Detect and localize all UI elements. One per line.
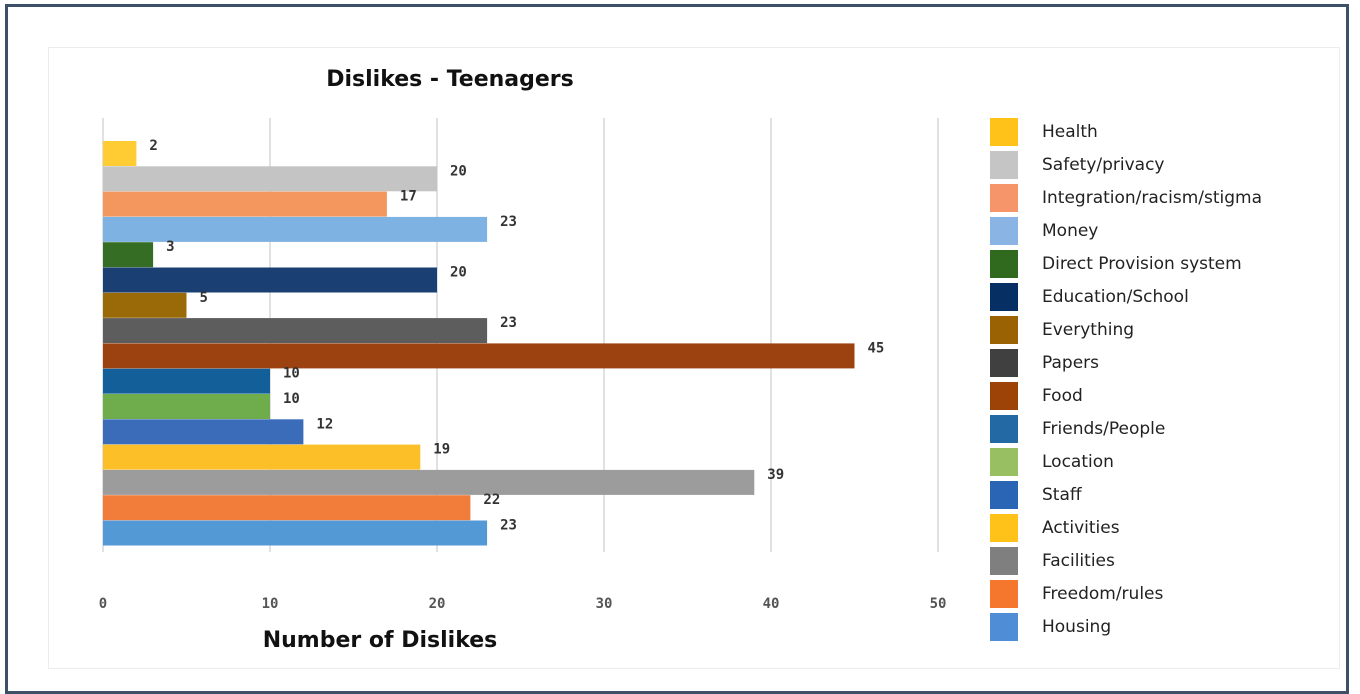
legend-item: Facilities xyxy=(990,544,1262,577)
data-label: 10 xyxy=(283,391,300,407)
legend-label: Everything xyxy=(1042,319,1135,340)
legend-item: Education/School xyxy=(990,280,1262,313)
legend-label: Activities xyxy=(1042,517,1120,538)
x-tick-label: 40 xyxy=(763,596,780,612)
legend-item: Freedom/rules xyxy=(990,577,1262,610)
legend-item: Health xyxy=(990,115,1262,148)
legend-item: Integration/racism/stigma xyxy=(990,181,1262,214)
bar-money xyxy=(103,216,488,242)
data-label: 17 xyxy=(400,189,417,205)
bar-direct-provision-system xyxy=(103,242,154,268)
data-label: 45 xyxy=(868,340,885,356)
legend-swatch xyxy=(990,249,1018,278)
data-label: 23 xyxy=(500,214,517,230)
data-label: 22 xyxy=(483,492,500,508)
legend-item: Food xyxy=(990,379,1262,412)
legend-label: Freedom/rules xyxy=(1042,583,1164,604)
legend-item: Direct Provision system xyxy=(990,247,1262,280)
x-tick-label: 10 xyxy=(262,596,279,612)
legend-swatch xyxy=(990,447,1018,476)
bar-health xyxy=(103,141,137,166)
bar-safety-privacy xyxy=(103,166,437,192)
data-label: 12 xyxy=(316,416,333,432)
x-tick-label: 30 xyxy=(596,596,613,612)
legend-swatch xyxy=(990,480,1018,509)
legend-label: Education/School xyxy=(1042,286,1189,307)
data-label: 2 xyxy=(149,138,157,154)
legend-swatch xyxy=(990,183,1018,212)
bar-staff xyxy=(103,419,304,445)
legend-swatch xyxy=(990,117,1018,146)
legend-swatch xyxy=(990,282,1018,311)
bar-papers xyxy=(103,318,488,344)
legend-swatch xyxy=(990,414,1018,443)
legend-swatch xyxy=(990,612,1018,641)
bar-everything xyxy=(103,292,187,318)
x-tick-label: 20 xyxy=(429,596,446,612)
data-label: 39 xyxy=(767,467,784,483)
legend-swatch xyxy=(990,546,1018,575)
legend-swatch xyxy=(990,579,1018,608)
data-label: 20 xyxy=(450,163,467,179)
legend-label: Safety/privacy xyxy=(1042,154,1165,175)
legend-item: Papers xyxy=(990,346,1262,379)
bar-freedom-rules xyxy=(103,495,471,521)
legend-label: Direct Provision system xyxy=(1042,253,1242,274)
legend-swatch xyxy=(990,216,1018,245)
bar-location xyxy=(103,394,270,419)
legend-item: Safety/privacy xyxy=(990,148,1262,181)
data-label: 5 xyxy=(200,290,208,306)
chart-frame xyxy=(5,4,1349,694)
data-label: 10 xyxy=(283,366,300,382)
bar-food xyxy=(103,343,855,369)
legend-label: Integration/racism/stigma xyxy=(1042,187,1263,208)
bar-housing xyxy=(103,520,488,546)
x-tick-label: 50 xyxy=(930,596,947,612)
legend-label: Location xyxy=(1042,451,1114,472)
legend-swatch xyxy=(990,513,1018,542)
data-label: 19 xyxy=(433,442,450,458)
x-tick-label: 0 xyxy=(99,596,107,612)
legend-label: Facilities xyxy=(1042,550,1115,571)
legend-label: Food xyxy=(1042,385,1083,406)
legend-item: Location xyxy=(990,445,1262,478)
legend-item: Everything xyxy=(990,313,1262,346)
legend-label: Papers xyxy=(1042,352,1100,373)
legend-item: Friends/People xyxy=(990,412,1262,445)
legend-label: Health xyxy=(1042,121,1098,142)
legend-swatch xyxy=(990,381,1018,410)
bar-friends-people xyxy=(103,368,270,394)
legend-swatch xyxy=(990,150,1018,179)
legend-item: Money xyxy=(990,214,1262,247)
data-label: 23 xyxy=(500,518,517,534)
legend-label: Friends/People xyxy=(1042,418,1166,439)
x-axis-label: Number of Dislikes xyxy=(262,628,498,653)
legend-label: Money xyxy=(1042,220,1099,241)
legend-label: Housing xyxy=(1042,616,1112,637)
legend-swatch xyxy=(990,315,1018,344)
bar-activities xyxy=(103,444,421,470)
legend-item: Staff xyxy=(990,478,1262,511)
data-label: 20 xyxy=(450,265,467,281)
chart-title: Dislikes - Teenagers xyxy=(326,67,574,92)
legend-item: Housing xyxy=(990,610,1262,643)
bar-education-school xyxy=(103,267,437,293)
bar-integration-racism-stigma xyxy=(103,191,387,217)
data-label: 23 xyxy=(500,315,517,331)
legend-swatch xyxy=(990,348,1018,377)
data-label: 3 xyxy=(166,239,174,255)
legend: Health Safety/privacy Integration/racism/s… xyxy=(990,115,1262,643)
bar-facilities xyxy=(103,469,755,495)
legend-item: Activities xyxy=(990,511,1262,544)
legend-label: Staff xyxy=(1042,484,1082,505)
